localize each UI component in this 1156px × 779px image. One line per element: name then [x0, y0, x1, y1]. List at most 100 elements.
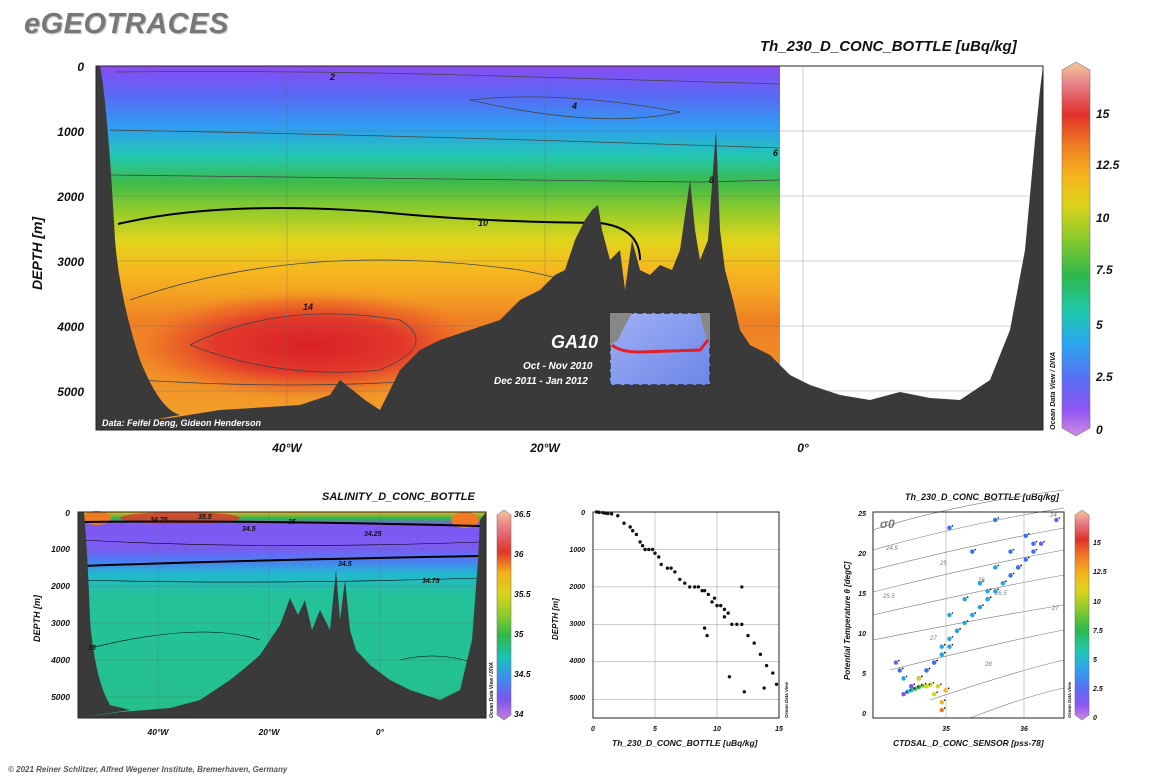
egeotraces-logo: eGEOTRACES: [24, 8, 229, 40]
odv-label: Ocean Data View: [784, 681, 789, 718]
data-point: [921, 684, 923, 686]
data-point: [943, 707, 946, 709]
ts-points: [893, 517, 1061, 713]
data-point: [947, 636, 952, 641]
data-point: [909, 689, 912, 691]
data-point: [985, 596, 990, 602]
data-point: [947, 687, 950, 690]
x-tick-label: 20°W: [529, 441, 561, 455]
data-point: [939, 652, 944, 657]
data-point: [928, 682, 933, 687]
contour-label: 34.75: [150, 517, 168, 524]
data-point: [951, 643, 954, 646]
data-point: [916, 676, 922, 681]
contour-label: 34.75: [422, 578, 440, 585]
contour-label: 34.5: [338, 561, 352, 568]
data-point: [752, 641, 756, 645]
data-point: [901, 676, 906, 681]
data-point: [771, 671, 775, 675]
data-point: [746, 633, 750, 638]
colorbar-tick: 5: [1096, 318, 1103, 332]
data-point: [897, 668, 902, 673]
data-point: [1028, 532, 1030, 535]
data-point: [1054, 517, 1059, 523]
data-point: [893, 660, 899, 665]
y-tick-label: 0: [581, 510, 585, 517]
y-axis-label: DEPTH [m]: [29, 216, 45, 290]
isopycnal-label: 24.5: [885, 546, 898, 552]
data-point: [947, 612, 952, 618]
contour-label: 34.5: [242, 526, 256, 533]
data-point: [657, 555, 661, 559]
data-point: [1012, 548, 1015, 551]
data-point: [606, 511, 610, 516]
data-point: [905, 675, 908, 678]
data-point: [916, 684, 922, 690]
contour-label: 14: [303, 302, 313, 312]
x-tick-label: 0°: [376, 727, 385, 737]
contour-label: 8: [709, 175, 714, 185]
data-point: [947, 525, 952, 531]
main-colorbar: 0 2.5 5 7.5 10 12.5 15: [1061, 61, 1120, 437]
data-point: [905, 691, 908, 694]
x-tick-label: 15: [775, 726, 783, 733]
data-point: [898, 659, 900, 662]
data-point: [1000, 581, 1006, 586]
data-point: [706, 592, 711, 597]
y-tick-label: 1000: [57, 125, 84, 139]
data-point: [702, 626, 707, 630]
colorbar-tick: 10: [1096, 211, 1110, 225]
y-tick-label: 0: [65, 508, 70, 518]
data-point: [924, 682, 927, 685]
x-tick-label: 0: [591, 726, 595, 733]
x-tick-label: 20°W: [258, 727, 281, 737]
data-point: [710, 600, 714, 604]
data-point: [951, 525, 954, 527]
data-point: [1020, 564, 1022, 567]
data-point: [762, 686, 766, 690]
data-point: [997, 517, 1000, 519]
data-point: [974, 548, 977, 551]
isopycnal-label: 24: [1049, 513, 1057, 519]
data-point: [947, 644, 952, 649]
isopycnal-label: 27: [1051, 606, 1059, 612]
data-point: [1023, 533, 1028, 538]
data-point: [1035, 548, 1038, 551]
colorbar-tick: 2.5: [1092, 686, 1103, 693]
y-tick-label: 15: [858, 591, 866, 598]
x-axis-label: Th_230_D_CONC_BOTTLE [uBq/kg]: [612, 738, 759, 748]
data-point: [1023, 557, 1028, 562]
profile-points: [595, 510, 779, 694]
data-point: [959, 628, 961, 630]
y-tick-label: 4000: [56, 320, 84, 334]
y-tick-label: 4000: [568, 658, 585, 665]
colorbar-tick: 0: [1096, 423, 1103, 437]
salinity-contours: [81, 520, 481, 666]
profile-grid: [593, 512, 779, 718]
data-point: [954, 628, 960, 634]
data-point: [993, 565, 998, 570]
data-point: [683, 581, 687, 585]
data-point: [909, 684, 914, 689]
data-point: [917, 685, 919, 688]
data-point: [901, 667, 904, 670]
y-tick-label: 3000: [51, 618, 70, 628]
data-point: [966, 596, 969, 598]
y-tick-label: 3000: [569, 621, 585, 628]
y-axis-label: DEPTH [m]: [32, 594, 42, 642]
data-point: [905, 689, 910, 695]
profile-plot-frame: [592, 511, 780, 719]
data-point: [936, 691, 938, 694]
data-point: [943, 643, 946, 646]
data-point: [989, 588, 992, 591]
cruise-dates-2: Dec 2011 - Jan 2012: [494, 376, 588, 387]
salinity-plot-frame: [77, 511, 487, 719]
data-credit: Data: Feifei Deng, Gideon Henderson: [102, 418, 262, 428]
data-point: [1031, 541, 1036, 546]
data-point: [634, 532, 639, 537]
x-tick-label: 35: [942, 726, 950, 733]
data-point: [696, 585, 701, 589]
data-point: [974, 612, 977, 614]
x-axis-label: CTDSAL_D_CONC_SENSOR [pss-78]: [893, 738, 1045, 748]
